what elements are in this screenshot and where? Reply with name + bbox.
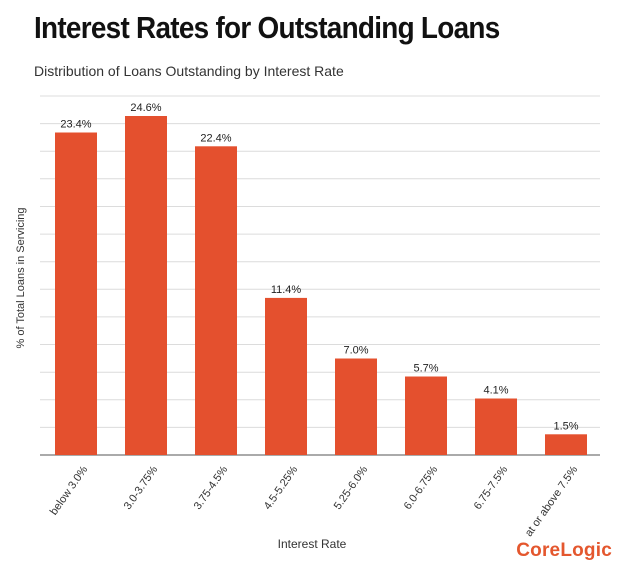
- bar-3: [265, 297, 307, 455]
- bar-7: [545, 434, 587, 455]
- chart-subtitle: Distribution of Loans Outstanding by Int…: [34, 63, 344, 79]
- x-tick-label-6: 6.75-7.5%: [472, 464, 511, 512]
- value-label-1: 24.6%: [130, 102, 161, 114]
- value-label-5: 5.7%: [413, 363, 438, 375]
- bar-2: [195, 146, 237, 456]
- x-axis-title: Interest Rate: [278, 537, 347, 551]
- value-label-2: 22.4%: [200, 132, 231, 144]
- gridlines: [40, 95, 600, 428]
- x-tick-label-5: 6.0-6.75%: [402, 464, 441, 512]
- corelogic-logo: CoreLogic: [516, 540, 612, 561]
- x-tick-label-4: 5.25-6.0%: [332, 464, 371, 512]
- x-tick-label-0: below 3.0%: [48, 464, 91, 518]
- value-label-7: 1.5%: [553, 420, 578, 432]
- y-axis-title: % of Total Loans in Servicing: [15, 207, 27, 348]
- value-labels: 23.4% 24.6% 22.4% 11.4% 7.0% 5.7% 4.1% 1.5%: [60, 102, 578, 432]
- value-label-6: 4.1%: [483, 385, 508, 397]
- x-tick-label-7: at or above 7.5%: [523, 464, 581, 539]
- bars: [55, 116, 587, 456]
- x-tick-label-2: 3.75-4.5%: [192, 464, 231, 512]
- bar-4: [335, 358, 377, 455]
- chart-title: Interest Rates for Outstanding Loans: [34, 10, 500, 45]
- value-label-4: 7.0%: [343, 345, 368, 357]
- x-tick-label-3: 4.5-5.25%: [262, 464, 301, 512]
- x-tick-labels: below 3.0% 3.0-3.75% 3.75-4.5% 4.5-5.25% 5.2…: [48, 464, 581, 539]
- value-label-0: 23.4%: [60, 119, 91, 131]
- bar-6: [475, 398, 517, 455]
- x-tick-label-1: 3.0-3.75%: [122, 464, 161, 512]
- bar-0: [55, 132, 97, 455]
- value-label-3: 11.4%: [271, 284, 302, 296]
- bar-1: [125, 116, 167, 455]
- bar-5: [405, 376, 447, 455]
